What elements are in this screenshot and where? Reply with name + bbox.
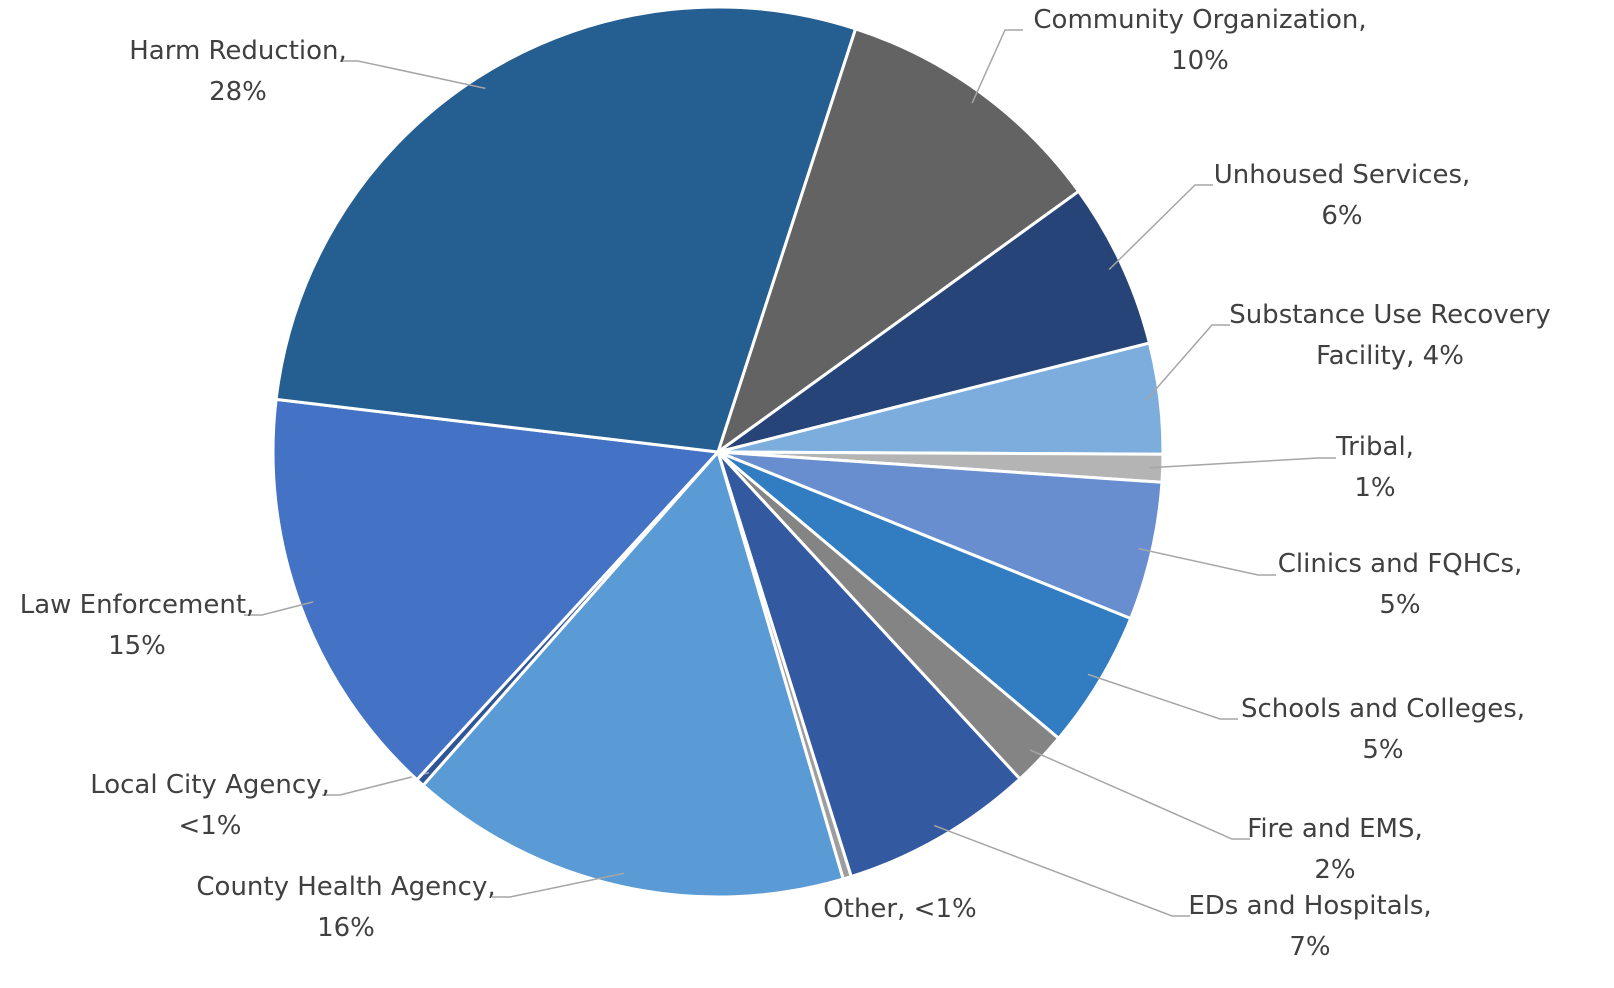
category-label: Fire and EMS, — [1247, 814, 1423, 844]
value-label: 5% — [1379, 590, 1421, 620]
data-label: Clinics and FQHCs, 5% — [1278, 544, 1523, 626]
data-label: Law Enforcement, 15% — [20, 585, 255, 667]
value-label: 15% — [108, 631, 166, 661]
data-label: County Health Agency, 16% — [196, 867, 495, 949]
pie-slice — [715, 26, 1081, 456]
value-label: 1% — [1354, 473, 1396, 503]
pie-slice — [271, 397, 722, 782]
leader-line — [1138, 547, 1276, 576]
data-label: Schools and Colleges, 5% — [1241, 689, 1525, 771]
value-label: 7% — [1289, 932, 1331, 962]
leader-line — [1029, 749, 1250, 840]
category-label: Unhoused Services, — [1213, 160, 1471, 190]
category-label: Other, — [823, 894, 906, 924]
pie-slice — [421, 448, 846, 899]
data-label: Fire and EMS, 2% — [1247, 809, 1422, 891]
data-label: EDs and Hospitals, 7% — [1188, 886, 1431, 968]
data-label: Community Organization, 10% — [1033, 0, 1366, 82]
category-label: Harm Reduction, — [129, 36, 347, 66]
value-label: 2% — [1314, 855, 1356, 885]
category-label: Clinics and FQHCs, — [1277, 549, 1523, 579]
category-label: Local City Agency, — [90, 770, 330, 800]
value-label: <1% — [178, 811, 242, 841]
value-label: 10% — [1171, 46, 1229, 76]
category-label: Substance Use Recovery Facility, — [1229, 300, 1551, 371]
data-label: Tribal, 1% — [1336, 427, 1414, 509]
data-label: Harm Reduction, 28% — [129, 31, 347, 113]
data-label: Substance Use Recovery Facility, 4% — [1220, 295, 1560, 377]
leader-line — [492, 872, 625, 898]
pie-slice — [717, 189, 1152, 454]
data-label: Unhoused Services, 6% — [1214, 155, 1471, 237]
value-label: <1% — [913, 894, 977, 924]
category-label: Law Enforcement, — [19, 590, 255, 620]
leader-line — [340, 60, 486, 90]
leader-line — [934, 824, 1190, 917]
value-label: 5% — [1362, 735, 1404, 765]
pie-slice — [716, 450, 1023, 879]
category-label: EDs and Hospitals, — [1188, 891, 1432, 921]
leader-line — [1145, 324, 1230, 401]
data-label: Other, <1% — [823, 889, 976, 930]
leader-line — [1108, 184, 1213, 271]
leader-line — [322, 771, 430, 796]
leader-line — [1087, 673, 1238, 720]
category-label: Community Organization, — [1033, 5, 1367, 35]
data-label: Local City Agency, <1% — [90, 765, 330, 847]
value-label: 4% — [1422, 341, 1464, 371]
leader-line — [1149, 457, 1336, 469]
value-label: 16% — [317, 913, 375, 943]
leader-line — [244, 601, 314, 616]
leader-line — [971, 29, 1023, 104]
pie-slice — [274, 5, 858, 454]
category-label: County Health Agency, — [196, 872, 496, 902]
value-label: 28% — [209, 77, 267, 107]
value-label: 6% — [1321, 201, 1363, 231]
category-label: Tribal, — [1336, 432, 1414, 462]
category-label: Schools and Colleges, — [1240, 694, 1526, 724]
